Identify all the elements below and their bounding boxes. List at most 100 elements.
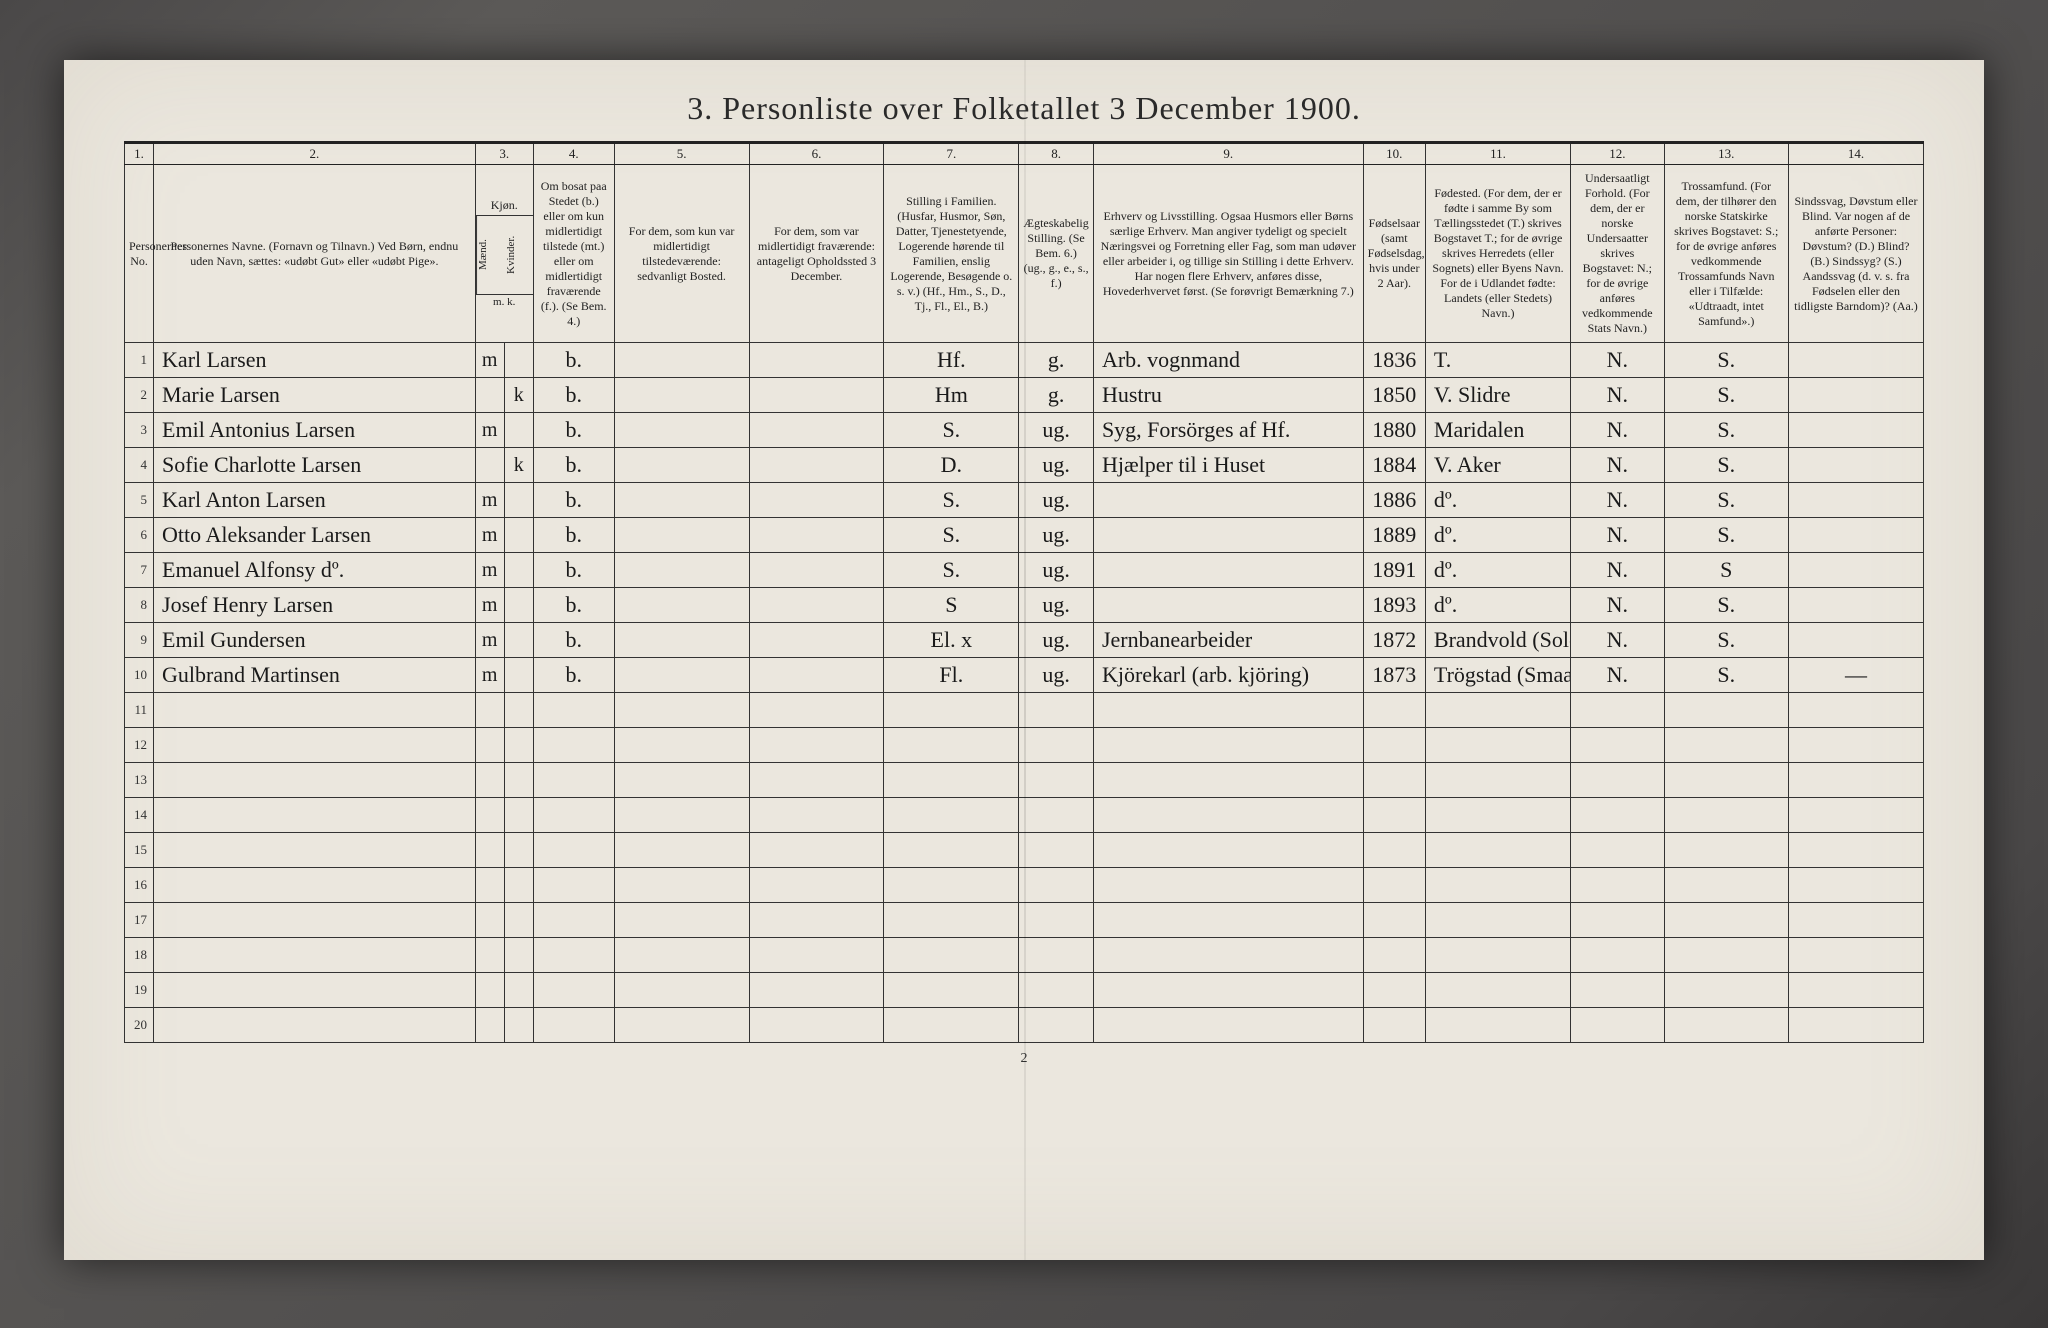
cell-family-pos: S.	[884, 553, 1019, 588]
cell-sex-k	[504, 798, 533, 833]
cell-religion: S.	[1664, 413, 1788, 448]
cell-sex-k	[504, 833, 533, 868]
cell-disability	[1788, 343, 1923, 378]
cell-occupation: Hjælper til i Huset	[1093, 448, 1363, 483]
cell-birthyear	[1363, 728, 1425, 763]
cell-sex-m	[475, 833, 504, 868]
cell-family-pos: Hf.	[884, 343, 1019, 378]
cell-sex-m	[475, 938, 504, 973]
cell-marital: ug.	[1019, 588, 1094, 623]
cell-family-pos	[884, 1008, 1019, 1043]
cell-birthyear: 1893	[1363, 588, 1425, 623]
cell-resident	[533, 973, 614, 1008]
cell-sex-k	[504, 343, 533, 378]
cell-birthplace	[1425, 833, 1570, 868]
table-row: 7Emanuel Alfonsy dº.mb.S.ug.1891dº.N.S	[125, 553, 1924, 588]
cell-religion	[1664, 973, 1788, 1008]
row-number: 18	[125, 938, 154, 973]
cell-temp-absent	[749, 798, 884, 833]
cell-sex-m: m	[475, 588, 504, 623]
cell-marital: g.	[1019, 343, 1094, 378]
cell-name: Emil Gundersen	[154, 623, 476, 658]
cell-temp-absent	[749, 763, 884, 798]
cell-sex-m: m	[475, 658, 504, 693]
scan-background: 3. Personliste over Folketallet 3 Decemb…	[0, 0, 2048, 1328]
cell-family-pos	[884, 693, 1019, 728]
cell-sex-m	[475, 903, 504, 938]
cell-occupation	[1093, 903, 1363, 938]
cell-occupation	[1093, 693, 1363, 728]
cell-marital: ug.	[1019, 623, 1094, 658]
cell-disability	[1788, 518, 1923, 553]
cell-marital: g.	[1019, 378, 1094, 413]
cell-temp-present	[614, 833, 749, 868]
cell-temp-absent	[749, 1008, 884, 1043]
cell-temp-absent	[749, 728, 884, 763]
cell-birthplace: T.	[1425, 343, 1570, 378]
cell-resident	[533, 763, 614, 798]
cell-name: Marie Larsen	[154, 378, 476, 413]
cell-religion	[1664, 728, 1788, 763]
cell-temp-absent	[749, 623, 884, 658]
cell-temp-absent	[749, 833, 884, 868]
cell-birthyear: 1836	[1363, 343, 1425, 378]
cell-sex-m: m	[475, 518, 504, 553]
cell-birthyear	[1363, 763, 1425, 798]
cell-temp-absent	[749, 448, 884, 483]
cell-marital	[1019, 833, 1094, 868]
cell-nationality	[1571, 1008, 1664, 1043]
cell-family-pos	[884, 903, 1019, 938]
cell-sex-k	[504, 588, 533, 623]
cell-disability	[1788, 798, 1923, 833]
cell-marital	[1019, 1008, 1094, 1043]
census-table: 1. 2. 3. 4. 5. 6. 7. 8. 9. 10. 11. 12. 1…	[124, 141, 1924, 1043]
cell-resident: b.	[533, 623, 614, 658]
cell-name: Gulbrand Martinsen	[154, 658, 476, 693]
cell-sex-m: m	[475, 553, 504, 588]
cell-occupation: Hustru	[1093, 378, 1363, 413]
cell-temp-present	[614, 1008, 749, 1043]
cell-temp-present	[614, 343, 749, 378]
cell-disability	[1788, 623, 1923, 658]
cell-family-pos	[884, 763, 1019, 798]
cell-temp-present	[614, 378, 749, 413]
cell-sex-k	[504, 518, 533, 553]
header-birthplace: Fødested. (For dem, der er fødte i samme…	[1425, 165, 1570, 343]
cell-resident	[533, 903, 614, 938]
cell-birthplace: dº.	[1425, 553, 1570, 588]
cell-temp-present	[614, 518, 749, 553]
cell-nationality: N.	[1571, 553, 1664, 588]
row-number: 11	[125, 693, 154, 728]
cell-disability: —	[1788, 658, 1923, 693]
table-row: 2Marie Larsenkb.Hmg.Hustru1850V. SlidreN…	[125, 378, 1924, 413]
cell-nationality: N.	[1571, 588, 1664, 623]
colnum: 5.	[614, 143, 749, 165]
colnum: 9.	[1093, 143, 1363, 165]
cell-nationality	[1571, 833, 1664, 868]
cell-sex-m: m	[475, 483, 504, 518]
cell-nationality: N.	[1571, 378, 1664, 413]
cell-birthyear: 1886	[1363, 483, 1425, 518]
cell-religion: S.	[1664, 343, 1788, 378]
cell-disability	[1788, 763, 1923, 798]
cell-sex-k	[504, 763, 533, 798]
cell-religion: S.	[1664, 378, 1788, 413]
cell-sex-k	[504, 483, 533, 518]
table-row: 8Josef Henry Larsenmb.Sug.1893dº.N.S.	[125, 588, 1924, 623]
cell-disability	[1788, 413, 1923, 448]
cell-family-pos: D.	[884, 448, 1019, 483]
cell-disability	[1788, 553, 1923, 588]
cell-religion: S.	[1664, 448, 1788, 483]
cell-temp-present	[614, 938, 749, 973]
cell-name	[154, 973, 476, 1008]
cell-temp-absent	[749, 658, 884, 693]
cell-nationality	[1571, 693, 1664, 728]
cell-resident: b.	[533, 588, 614, 623]
row-number: 5	[125, 483, 154, 518]
cell-sex-m	[475, 1008, 504, 1043]
row-number: 16	[125, 868, 154, 903]
cell-name	[154, 868, 476, 903]
cell-disability	[1788, 588, 1923, 623]
cell-marital: ug.	[1019, 483, 1094, 518]
cell-birthyear: 1850	[1363, 378, 1425, 413]
